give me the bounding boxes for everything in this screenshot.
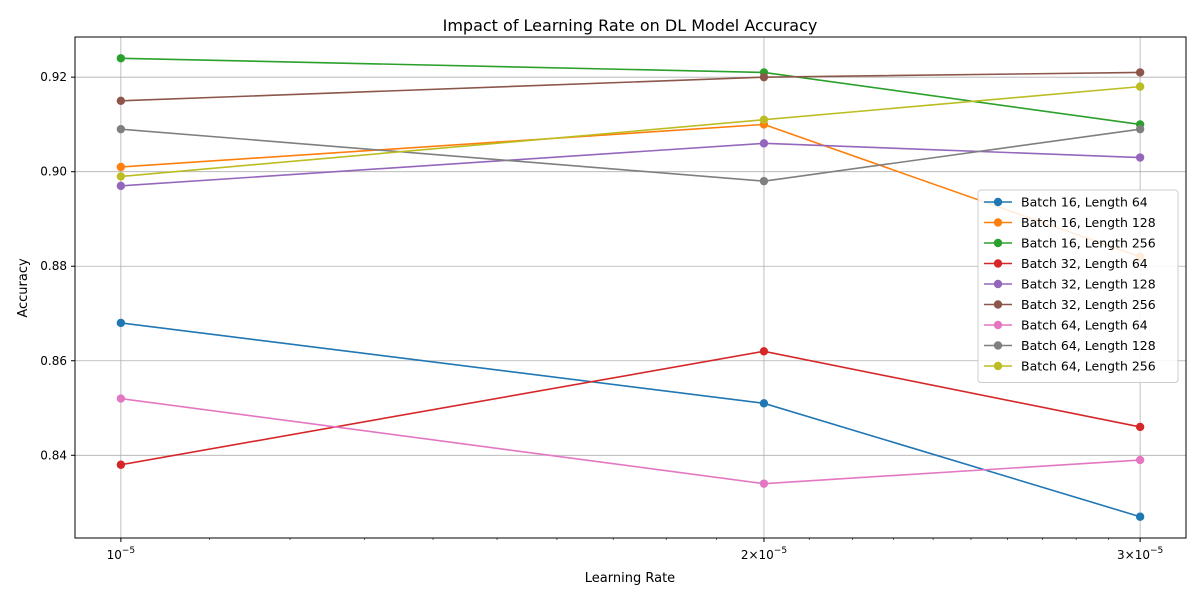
- y-tick-label: 0.84: [40, 448, 67, 462]
- series-line: [120, 128, 1141, 182]
- data-point: [1135, 124, 1145, 134]
- data-point: [759, 115, 769, 124]
- legend-marker: [993, 300, 1003, 309]
- data-point: [116, 394, 126, 403]
- data-point: [1135, 68, 1145, 77]
- legend-label: Batch 16, Length 64: [1021, 195, 1148, 210]
- legend-item: Batch 16, Length 128: [984, 215, 1156, 230]
- data-point: [116, 162, 126, 172]
- legend-marker: [993, 279, 1003, 289]
- x-tick-label-base: 2×10: [741, 548, 774, 562]
- y-tick-label: 0.86: [40, 354, 67, 368]
- series-5: [116, 139, 1145, 191]
- data-point: [759, 479, 769, 488]
- data-point: [116, 172, 126, 181]
- legend-label: Batch 16, Length 256: [1021, 236, 1156, 251]
- legend-box: [977, 189, 1179, 383]
- y-axis-ticks: 0.84 0.86 0.88 0.90 0.92: [40, 70, 75, 462]
- legend: Batch 16, Length 64 Batch 16, Length 128 B…: [977, 189, 1179, 383]
- series-line: [120, 71, 1141, 102]
- x-tick-label-base: 10: [107, 548, 122, 562]
- y-tick-label: 0.90: [40, 165, 67, 179]
- legend-label: Batch 64, Length 128: [1021, 338, 1156, 353]
- legend-item: Batch 32, Length 128: [984, 277, 1156, 292]
- legend-item: Batch 16, Length 256: [984, 236, 1156, 251]
- legend-item: Batch 64, Length 256: [984, 359, 1156, 374]
- legend-marker: [993, 218, 1003, 227]
- data-point: [1135, 512, 1145, 521]
- y-tick-label: 0.88: [40, 259, 67, 273]
- legend-label: Batch 64, Length 64: [1021, 318, 1148, 333]
- series-line: [120, 57, 1141, 126]
- data-point: [116, 96, 126, 106]
- series-line: [120, 85, 1141, 178]
- series-7: [116, 394, 1145, 488]
- legend-marker: [993, 361, 1003, 371]
- data-point: [759, 176, 769, 186]
- legend-marker: [993, 320, 1003, 330]
- chart-title: Impact of Learning Rate on DL Model Accu…: [443, 16, 818, 35]
- legend-item: Batch 64, Length 64: [984, 318, 1148, 333]
- data-point: [759, 399, 769, 408]
- x-tick-label-exponent: −5: [122, 546, 135, 556]
- series-lines: [116, 54, 1145, 521]
- data-point: [759, 347, 769, 356]
- legend-marker: [993, 259, 1003, 268]
- data-point: [116, 460, 126, 469]
- data-point: [116, 54, 126, 63]
- data-point: [1135, 422, 1145, 432]
- data-point: [116, 181, 126, 191]
- x-axis-label: Learning Rate: [585, 571, 675, 586]
- legend-item: Batch 16, Length 64: [984, 195, 1148, 210]
- x-tick-label-exponent: −5: [1150, 546, 1163, 556]
- x-tick-label: 3×10−5: [1117, 546, 1163, 562]
- y-tick-label: 0.92: [40, 70, 67, 84]
- legend-label: Batch 64, Length 256: [1021, 359, 1156, 374]
- data-point: [759, 139, 769, 148]
- series-1: [116, 318, 1145, 521]
- x-tick-label-base: 3×10: [1117, 548, 1150, 562]
- data-point: [1135, 455, 1145, 465]
- legend-marker: [993, 238, 1003, 248]
- data-point: [116, 124, 126, 134]
- series-8: [116, 124, 1145, 186]
- legend-marker: [993, 341, 1003, 350]
- legend-label: Batch 32, Length 256: [1021, 297, 1156, 312]
- legend-item: Batch 32, Length 256: [984, 297, 1156, 312]
- data-point: [1135, 82, 1145, 91]
- x-tick-label: 2×10−5: [741, 546, 787, 562]
- legend-marker: [993, 197, 1003, 207]
- plot-frame: [74, 36, 1187, 539]
- data-point: [1135, 153, 1145, 162]
- x-axis-ticks: 10−5 2×10−5 3×10−5: [107, 538, 1163, 562]
- legend-item: Batch 32, Length 64: [984, 256, 1148, 271]
- series-6: [116, 68, 1145, 106]
- series-3: [116, 54, 1145, 129]
- data-point: [759, 72, 769, 82]
- legend-item: Batch 64, Length 128: [984, 338, 1156, 353]
- series-9: [116, 82, 1145, 181]
- data-point: [116, 318, 126, 328]
- x-tick-label: 10−5: [107, 546, 136, 562]
- x-tick-label-exponent: −5: [774, 546, 787, 556]
- legend-label: Batch 32, Length 128: [1021, 277, 1156, 292]
- legend-label: Batch 32, Length 64: [1021, 256, 1148, 271]
- y-axis-label: Accuracy: [16, 258, 31, 318]
- legend-label: Batch 16, Length 128: [1021, 215, 1156, 230]
- grid-lines: [75, 37, 1186, 538]
